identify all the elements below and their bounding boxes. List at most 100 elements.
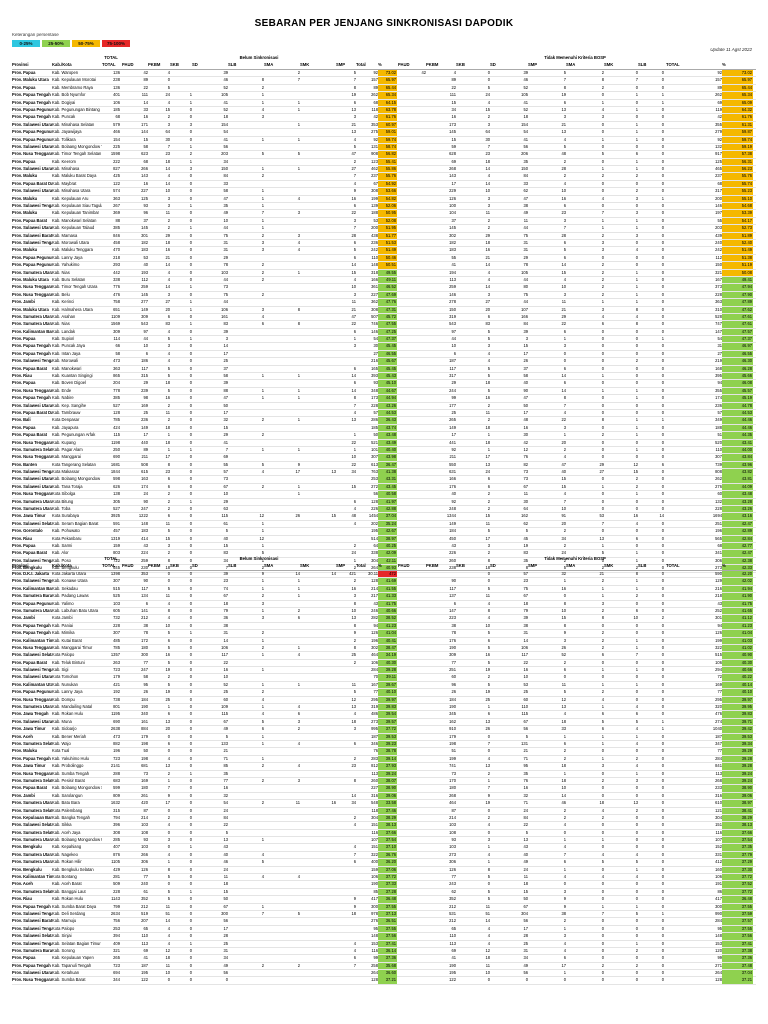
cell-tidak-value: 15 bbox=[485, 513, 490, 519]
cell-total: 68 bbox=[115, 114, 120, 120]
cell-belum-value: 0 bbox=[189, 615, 192, 621]
cell-provinsi: Prov. Jambi bbox=[12, 792, 35, 798]
header-belum-slb: SLB bbox=[228, 563, 237, 568]
cell-tidak-value: 32 bbox=[561, 571, 566, 576]
cell-tidak-value: 10 bbox=[451, 343, 456, 349]
cell-tidak-value: 21 bbox=[561, 306, 566, 312]
cell-belum-value: 116 bbox=[371, 947, 378, 953]
cell-tidak-value: 57 bbox=[523, 571, 528, 576]
cell-belum-value: 97 bbox=[143, 328, 148, 334]
cell-tidak-value: 9 bbox=[487, 792, 490, 798]
cell-kab: Kab. Morowali Utara bbox=[52, 239, 90, 245]
cell-belum-value: 3 bbox=[261, 114, 264, 120]
cell-belum-value: 4 bbox=[261, 851, 264, 857]
cell-belum-value: 42 bbox=[143, 70, 148, 75]
header-belum-sma: SMA bbox=[264, 563, 274, 568]
cell-belum-value: 228 bbox=[371, 402, 378, 408]
cell-tidak-value: 5 bbox=[487, 659, 490, 665]
cell-belum-value: 227 bbox=[371, 291, 378, 297]
cell-belum-value: 5 bbox=[353, 247, 356, 253]
cell-tidak-value: 306 bbox=[715, 557, 722, 563]
cell-tidak-pct: 39.24 bbox=[722, 770, 753, 777]
cell-belum-value: 353 bbox=[371, 121, 378, 127]
cell-tidak-pct: 39.29 bbox=[722, 748, 753, 755]
header-belum-sd: SD bbox=[192, 62, 198, 67]
cell-belum-pct: 41.97 bbox=[378, 498, 397, 506]
cell-belum-value: 5 bbox=[261, 151, 264, 157]
cell-tidak-value: 0 bbox=[601, 557, 604, 563]
header-belum-total: Total bbox=[356, 563, 366, 568]
cell-tidak-value: 3 bbox=[601, 247, 604, 253]
cell-belum-value: 93 bbox=[143, 203, 148, 209]
cell-belum-value: 4 bbox=[167, 269, 170, 275]
table-row: Prov. Papua Kab. Boven Digoel 204 29 18 0 39 6 9… bbox=[12, 380, 756, 388]
cell-tidak-value: 4 bbox=[635, 740, 638, 746]
cell-tidak-pct: 37.35 bbox=[722, 844, 753, 851]
cell-belum-pct: 39.24 bbox=[378, 770, 397, 777]
cell-tidak-value: 6 bbox=[487, 476, 490, 482]
cell-belum-value: 0 bbox=[167, 844, 170, 850]
cell-belum-value: 236 bbox=[371, 239, 378, 245]
cell-tidak-value: 0 bbox=[563, 977, 566, 983]
cell-belum-pct: 61.76 bbox=[378, 114, 397, 121]
cell-belum-value: 4 bbox=[353, 940, 356, 946]
cell-tidak-value: 0 bbox=[601, 888, 604, 894]
cell-tidak-value: 0 bbox=[635, 180, 638, 186]
cell-belum-pct: 46.52 bbox=[378, 284, 397, 291]
cell-belum-value: 125 bbox=[141, 195, 148, 201]
cell-tidak-value: 0 bbox=[661, 659, 664, 665]
cell-belum-value: 0 bbox=[167, 571, 170, 576]
cell-provinsi: Prov. Papua Pegunungan bbox=[12, 129, 52, 135]
cell-tidak-pct: 42.77 bbox=[722, 543, 753, 550]
cell-tidak-pct: 37.41 bbox=[722, 940, 753, 947]
cell-tidak-value: 2 bbox=[563, 446, 566, 452]
cell-belum-value: 15 bbox=[223, 424, 228, 430]
cell-kab: Kab. Nias bbox=[52, 321, 70, 327]
cell-tidak-pct: 47.89 bbox=[722, 299, 753, 306]
table-row: Prov. Papua PegununganKab. Jayawijaya466… bbox=[12, 129, 756, 137]
cell-tidak-value: 242 bbox=[715, 247, 722, 253]
cell-tidak-value: 237 bbox=[715, 173, 722, 179]
cell-tidak-value: 76 bbox=[523, 454, 528, 460]
table-row: Prov. Papua Kab. Membramo Raya 136 22 5 52 2 8 8… bbox=[12, 84, 756, 93]
cell-tidak-value: 0 bbox=[661, 667, 664, 673]
cell-belum-value: 11 bbox=[351, 681, 356, 687]
table-row: Prov. Bali Kota Denpasar 785 236 2 0 32 2 1 13 286… bbox=[12, 417, 756, 425]
cell-belum-pct: 43.49 bbox=[378, 439, 397, 446]
cell-tidak-value: 3 bbox=[635, 777, 638, 783]
cell-belum-value: 4 bbox=[353, 822, 356, 828]
cell-tidak-value: 2 bbox=[487, 550, 490, 556]
cell-belum-value: 184 bbox=[141, 696, 148, 702]
cell-belum-value: 0 bbox=[189, 622, 192, 628]
cell-belum-pct: 45.67 bbox=[378, 358, 397, 365]
cell-tidak-value: 0 bbox=[661, 807, 664, 813]
cell-tidak-value: 2 bbox=[601, 607, 604, 613]
cell-tidak-pct: 55.76 bbox=[722, 173, 753, 180]
cell-belum-pct: 40.40 bbox=[378, 446, 397, 454]
cell-belum-value: 4 bbox=[261, 469, 264, 475]
cell-belum-value: 22 bbox=[223, 659, 228, 665]
cell-belum-pct: 40.66 bbox=[378, 607, 397, 615]
cell-belum-value: 172 bbox=[141, 637, 148, 643]
cell-tidak-value: 8 bbox=[487, 607, 490, 613]
cell-tidak-value: 6 bbox=[487, 711, 490, 717]
cell-tidak-pct: 37.72 bbox=[722, 888, 753, 896]
cell-belum-value: 2 bbox=[297, 962, 300, 968]
cell-belum-value: 0 bbox=[189, 454, 192, 460]
cell-tidak-pct: 41.23 bbox=[722, 622, 753, 630]
cell-tidak-value: 2 bbox=[601, 84, 604, 90]
cell-tidak-value: 24 bbox=[561, 550, 566, 556]
cell-total: 225 bbox=[113, 143, 120, 149]
cell-tidak-value: 2 bbox=[563, 557, 566, 563]
cell-tidak-value: 67 bbox=[523, 593, 528, 599]
header-tidak-skb: SKB bbox=[456, 62, 465, 67]
percentage-legend: 0-25% 25-50% 50-75% 75-100% bbox=[12, 40, 130, 47]
cell-tidak-value: 5 bbox=[601, 550, 604, 556]
cell-belum-value: 161 bbox=[221, 313, 228, 319]
cell-kab: Kab. Waropen bbox=[52, 70, 79, 75]
table-row: Prov. Riau Kota Pekanbaru 1319 414 15 0 40 12 51… bbox=[12, 535, 756, 543]
cell-belum-value: 0 bbox=[189, 785, 192, 791]
cell-tidak-value: 35 bbox=[523, 770, 528, 776]
cell-belum-value: 65 bbox=[143, 925, 148, 931]
